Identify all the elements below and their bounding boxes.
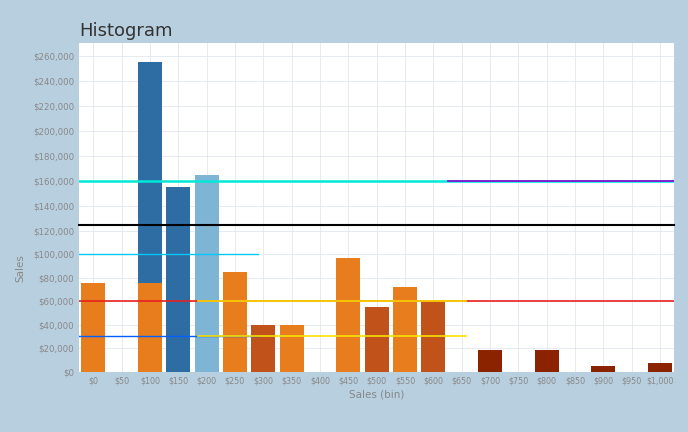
- Bar: [195, 175, 219, 381]
- Bar: [365, 307, 389, 372]
- Bar: [279, 331, 303, 381]
- Bar: [223, 272, 247, 372]
- Bar: [648, 372, 672, 381]
- Bar: [195, 178, 219, 372]
- Bar: [81, 283, 105, 372]
- Bar: [393, 287, 417, 372]
- Bar: [393, 291, 417, 381]
- Text: Histogram: Histogram: [79, 22, 173, 40]
- Bar: [279, 324, 303, 372]
- Bar: [166, 189, 191, 372]
- Bar: [648, 363, 672, 372]
- Bar: [421, 301, 445, 372]
- Text: Sales: Sales: [16, 254, 25, 282]
- Bar: [478, 350, 502, 372]
- Bar: [478, 359, 502, 381]
- Bar: [535, 350, 559, 372]
- Bar: [535, 359, 559, 381]
- Bar: [592, 375, 616, 381]
- Bar: [138, 72, 162, 372]
- Bar: [336, 257, 361, 372]
- Bar: [251, 331, 275, 381]
- Bar: [166, 187, 191, 381]
- Bar: [365, 312, 389, 381]
- Bar: [138, 283, 162, 372]
- Bar: [138, 287, 162, 381]
- Bar: [592, 365, 616, 372]
- X-axis label: Sales (bin): Sales (bin): [349, 390, 405, 400]
- Bar: [251, 324, 275, 372]
- Bar: [81, 287, 105, 381]
- Bar: [336, 260, 361, 381]
- Bar: [421, 306, 445, 381]
- Bar: [223, 275, 247, 381]
- Bar: [138, 62, 162, 381]
